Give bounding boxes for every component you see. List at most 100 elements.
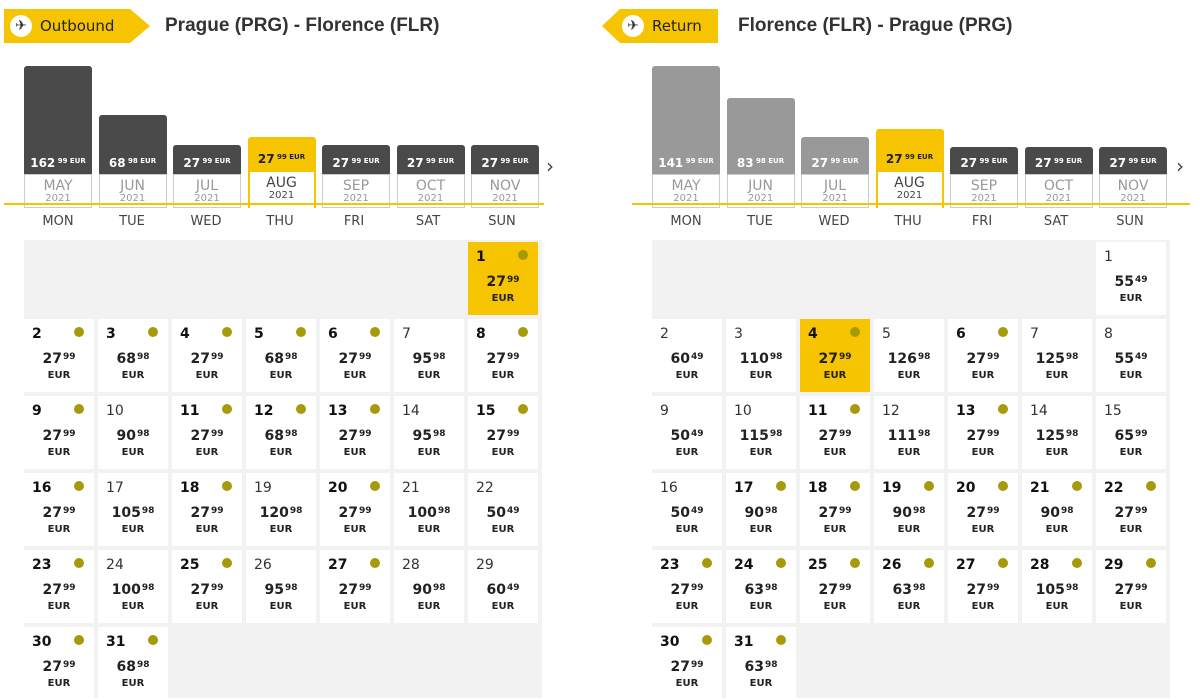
calendar-day-3[interactable]: 3 6898 EUR [98, 319, 168, 392]
calendar-day-4[interactable]: 4 2799 EUR [172, 319, 242, 392]
month-price-bar[interactable]: 27 99 EUR [875, 129, 944, 170]
month-tab-nov[interactable]: 27 99 EUR NOV 2021 [1099, 66, 1167, 208]
calendar-day-21[interactable]: 21 10098 EUR [394, 473, 464, 546]
calendar-day-14[interactable]: 14 9598 EUR [394, 396, 464, 469]
month-price-bar[interactable]: 27 99 EUR [173, 145, 241, 174]
calendar-day-12[interactable]: 12 11198 EUR [874, 396, 944, 469]
month-price-bar[interactable]: 27 99 EUR [322, 145, 390, 174]
calendar-day-28[interactable]: 28 10598 EUR [1022, 550, 1092, 623]
calendar-day-26[interactable]: 26 6398 EUR [874, 550, 944, 623]
month-label[interactable]: MAY 2021 [24, 174, 92, 208]
month-tab-oct[interactable]: 27 99 EUR OCT 2021 [396, 66, 465, 208]
month-price-bar[interactable]: 162 99 EUR [24, 66, 92, 174]
month-label[interactable]: JUL 2021 [801, 174, 869, 208]
month-price-bar[interactable]: 27 99 EUR [950, 147, 1018, 174]
calendar-day-22[interactable]: 22 2799 EUR [1096, 473, 1166, 546]
calendar-day-23[interactable]: 23 2799 EUR [24, 550, 94, 623]
calendar-day-10[interactable]: 10 9098 EUR [98, 396, 168, 469]
calendar-day-24[interactable]: 24 6398 EUR [726, 550, 796, 623]
month-label[interactable]: JUN 2021 [726, 174, 795, 208]
month-price-bar[interactable]: 27 99 EUR [247, 137, 316, 170]
calendar-day-9[interactable]: 9 2799 EUR [24, 396, 94, 469]
month-tab-may[interactable]: 162 99 EUR MAY 2021 [24, 66, 92, 208]
month-tab-sep[interactable]: 27 99 EUR SEP 2021 [322, 66, 390, 208]
month-label[interactable]: JUN 2021 [98, 174, 167, 208]
month-price-bar[interactable]: 27 99 EUR [1099, 147, 1167, 174]
calendar-day-13[interactable]: 13 2799 EUR [948, 396, 1018, 469]
calendar-day-7[interactable]: 7 9598 EUR [394, 319, 464, 392]
calendar-day-1[interactable]: 1 2799 EUR [468, 242, 538, 315]
calendar-day-12[interactable]: 12 6898 EUR [246, 396, 316, 469]
calendar-day-8[interactable]: 8 2799 EUR [468, 319, 538, 392]
month-tab-jul[interactable]: 27 99 EUR JUL 2021 [173, 66, 241, 208]
outbound-tag[interactable]: ✈ Outbound [4, 9, 150, 43]
calendar-day-9[interactable]: 9 5049 EUR [652, 396, 722, 469]
calendar-day-16[interactable]: 16 5049 EUR [652, 473, 722, 546]
calendar-day-15[interactable]: 15 2799 EUR [468, 396, 538, 469]
calendar-day-16[interactable]: 16 2799 EUR [24, 473, 94, 546]
month-label[interactable]: NOV 2021 [1099, 174, 1167, 208]
calendar-day-11[interactable]: 11 2799 EUR [172, 396, 242, 469]
calendar-day-6[interactable]: 6 2799 EUR [948, 319, 1018, 392]
calendar-day-10[interactable]: 10 11598 EUR [726, 396, 796, 469]
month-price-bar[interactable]: 27 99 EUR [801, 137, 869, 174]
month-tab-nov[interactable]: 27 99 EUR NOV 2021 [471, 66, 539, 208]
calendar-day-24[interactable]: 24 10098 EUR [98, 550, 168, 623]
calendar-day-22[interactable]: 22 5049 EUR [468, 473, 538, 546]
calendar-day-29[interactable]: 29 6049 EUR [468, 550, 538, 623]
month-tab-may[interactable]: 141 99 EUR MAY 2021 [652, 66, 720, 208]
calendar-day-31[interactable]: 31 6898 EUR [98, 627, 168, 700]
calendar-day-29[interactable]: 29 2799 EUR [1096, 550, 1166, 623]
calendar-day-17[interactable]: 17 9098 EUR [726, 473, 796, 546]
calendar-day-23[interactable]: 23 2799 EUR [652, 550, 722, 623]
calendar-day-2[interactable]: 2 6049 EUR [652, 319, 722, 392]
month-label[interactable]: OCT 2021 [396, 174, 465, 208]
calendar-day-19[interactable]: 19 12098 EUR [246, 473, 316, 546]
calendar-day-31[interactable]: 31 6398 EUR [726, 627, 796, 700]
calendar-day-4[interactable]: 4 2799 EUR [800, 319, 870, 392]
month-label[interactable]: OCT 2021 [1024, 174, 1093, 208]
calendar-day-14[interactable]: 14 12598 EUR [1022, 396, 1092, 469]
return-tag[interactable]: ✈ Return [602, 9, 718, 43]
month-tab-aug[interactable]: 27 99 EUR AUG 2021 [247, 66, 316, 208]
calendar-day-30[interactable]: 30 2799 EUR [24, 627, 94, 700]
calendar-day-6[interactable]: 6 2799 EUR [320, 319, 390, 392]
calendar-day-27[interactable]: 27 2799 EUR [948, 550, 1018, 623]
calendar-day-20[interactable]: 20 2799 EUR [948, 473, 1018, 546]
calendar-day-19[interactable]: 19 9098 EUR [874, 473, 944, 546]
calendar-day-30[interactable]: 30 2799 EUR [652, 627, 722, 700]
month-tab-jul[interactable]: 27 99 EUR JUL 2021 [801, 66, 869, 208]
calendar-day-5[interactable]: 5 12698 EUR [874, 319, 944, 392]
month-label[interactable]: MAY 2021 [652, 174, 720, 208]
calendar-day-20[interactable]: 20 2799 EUR [320, 473, 390, 546]
chevron-right-icon[interactable]: › [1176, 154, 1184, 178]
month-label[interactable]: AUG 2021 [247, 170, 316, 208]
month-price-bar[interactable]: 27 99 EUR [471, 145, 539, 174]
calendar-day-18[interactable]: 18 2799 EUR [800, 473, 870, 546]
month-price-bar[interactable]: 68 98 EUR [98, 115, 167, 174]
month-tab-sep[interactable]: 27 99 EUR SEP 2021 [950, 66, 1018, 208]
month-tab-jun[interactable]: 68 98 EUR JUN 2021 [98, 66, 167, 208]
calendar-day-3[interactable]: 3 11098 EUR [726, 319, 796, 392]
month-label[interactable]: SEP 2021 [322, 174, 390, 208]
calendar-day-2[interactable]: 2 2799 EUR [24, 319, 94, 392]
calendar-day-28[interactable]: 28 9098 EUR [394, 550, 464, 623]
calendar-day-18[interactable]: 18 2799 EUR [172, 473, 242, 546]
calendar-day-7[interactable]: 7 12598 EUR [1022, 319, 1092, 392]
calendar-day-15[interactable]: 15 6599 EUR [1096, 396, 1166, 469]
month-price-bar[interactable]: 27 99 EUR [1024, 147, 1093, 174]
calendar-day-17[interactable]: 17 10598 EUR [98, 473, 168, 546]
month-tab-jun[interactable]: 83 98 EUR JUN 2021 [726, 66, 795, 208]
calendar-day-27[interactable]: 27 2799 EUR [320, 550, 390, 623]
chevron-right-icon[interactable]: › [546, 154, 554, 178]
calendar-day-8[interactable]: 8 5549 EUR [1096, 319, 1166, 392]
month-price-bar[interactable]: 83 98 EUR [726, 98, 795, 174]
calendar-day-13[interactable]: 13 2799 EUR [320, 396, 390, 469]
calendar-day-11[interactable]: 11 2799 EUR [800, 396, 870, 469]
month-label[interactable]: SEP 2021 [950, 174, 1018, 208]
calendar-day-5[interactable]: 5 6898 EUR [246, 319, 316, 392]
calendar-day-21[interactable]: 21 9098 EUR [1022, 473, 1092, 546]
calendar-day-26[interactable]: 26 9598 EUR [246, 550, 316, 623]
calendar-day-1[interactable]: 1 5549 EUR [1096, 242, 1166, 315]
calendar-day-25[interactable]: 25 2799 EUR [172, 550, 242, 623]
